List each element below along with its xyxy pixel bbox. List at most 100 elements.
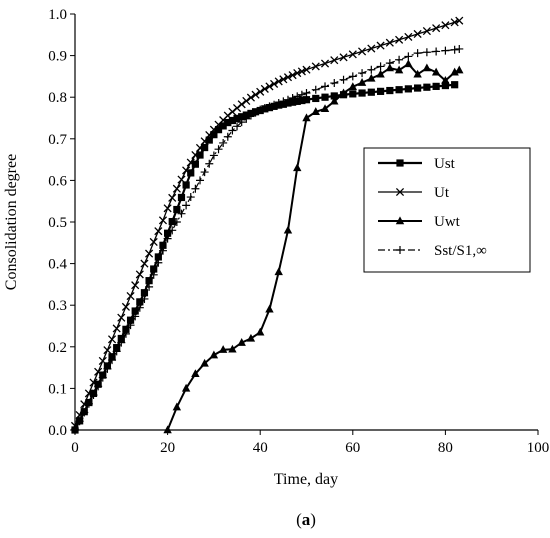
data-point xyxy=(455,16,464,25)
data-point xyxy=(172,218,181,226)
data-point xyxy=(228,126,237,135)
data-point xyxy=(177,193,186,202)
data-point xyxy=(228,116,237,125)
data-point xyxy=(107,335,117,344)
legend-swatch-marker xyxy=(395,216,405,225)
data-point xyxy=(293,92,302,101)
data-point xyxy=(246,333,256,342)
data-point xyxy=(145,249,154,258)
data-point xyxy=(376,87,385,95)
data-point xyxy=(320,104,330,113)
y-tick-label: 0.2 xyxy=(48,340,67,356)
data-point xyxy=(265,82,274,91)
legend-item: Ut xyxy=(378,185,450,201)
data-point xyxy=(367,65,376,74)
data-point xyxy=(233,122,242,131)
data-point xyxy=(117,338,126,347)
x-tick-label: 100 xyxy=(527,440,550,456)
data-point xyxy=(256,87,265,96)
data-point xyxy=(242,114,251,123)
data-point xyxy=(214,145,223,154)
data-point xyxy=(219,138,228,147)
data-point xyxy=(89,391,98,400)
legend-label: Ust xyxy=(434,156,456,172)
caption-open: ( xyxy=(296,510,302,529)
x-axis-title: Time, day xyxy=(274,471,338,488)
y-tick-label: 0.5 xyxy=(48,215,67,231)
data-point xyxy=(302,65,311,74)
data-point xyxy=(149,270,158,279)
data-point xyxy=(94,367,103,376)
data-point xyxy=(311,62,320,71)
data-point xyxy=(432,47,441,56)
data-point xyxy=(228,344,237,353)
x-tick-label: 80 xyxy=(438,440,453,456)
caption-letter: a xyxy=(302,510,311,529)
data-point xyxy=(293,163,302,172)
data-point xyxy=(71,426,79,434)
data-point xyxy=(103,346,112,355)
data-point xyxy=(145,282,154,291)
data-point xyxy=(117,313,126,322)
data-point xyxy=(432,82,440,90)
x-tick-label: 0 xyxy=(71,440,79,456)
y-tick-label: 0.0 xyxy=(48,423,67,439)
data-point xyxy=(182,181,190,189)
data-point xyxy=(70,421,80,430)
data-point xyxy=(385,59,394,68)
data-point xyxy=(311,85,320,94)
data-point xyxy=(330,92,338,100)
x-axis-ticks: 0 20 40 60 80 100 xyxy=(71,430,549,456)
series-1 xyxy=(70,16,464,430)
data-point xyxy=(450,45,459,54)
data-point xyxy=(450,67,459,76)
data-point xyxy=(302,89,311,98)
data-point xyxy=(172,402,182,411)
data-point xyxy=(413,69,422,78)
data-point xyxy=(89,378,98,387)
legend-swatch-marker xyxy=(396,159,404,167)
data-point xyxy=(330,56,339,65)
data-point xyxy=(177,209,186,218)
data-point xyxy=(209,151,218,160)
data-point xyxy=(302,96,311,104)
data-point xyxy=(181,383,191,392)
data-point xyxy=(422,48,431,57)
data-point xyxy=(209,350,219,359)
data-point xyxy=(404,85,412,93)
data-point xyxy=(320,59,330,68)
data-point xyxy=(367,73,376,82)
data-point xyxy=(358,89,366,97)
data-point xyxy=(201,143,209,152)
data-point xyxy=(339,75,348,84)
legend-item: Sst/S1,∞ xyxy=(378,243,487,259)
data-point xyxy=(413,49,422,58)
data-point xyxy=(237,338,246,346)
data-point xyxy=(205,136,213,144)
data-point xyxy=(131,281,140,290)
y-tick-label: 0.8 xyxy=(48,90,67,106)
data-point xyxy=(75,417,84,426)
data-point xyxy=(450,18,459,27)
data-point xyxy=(283,95,292,104)
data-point xyxy=(218,345,228,353)
x-tick-label: 20 xyxy=(160,440,175,456)
data-point xyxy=(195,143,205,153)
data-point xyxy=(94,382,103,391)
data-point xyxy=(376,41,385,50)
data-point xyxy=(186,158,195,167)
data-point xyxy=(186,193,195,202)
data-point xyxy=(121,302,130,311)
data-point xyxy=(84,389,93,398)
data-point xyxy=(404,52,413,61)
legend-label: Sst/S1,∞ xyxy=(434,243,487,259)
data-point xyxy=(214,126,223,134)
x-tick-label: 40 xyxy=(253,440,268,456)
data-point xyxy=(339,88,348,97)
data-point xyxy=(182,166,191,175)
data-point xyxy=(168,226,177,235)
y-tick-label: 0.3 xyxy=(48,298,67,314)
data-point xyxy=(223,132,232,141)
legend-item: Uwt xyxy=(378,214,461,230)
